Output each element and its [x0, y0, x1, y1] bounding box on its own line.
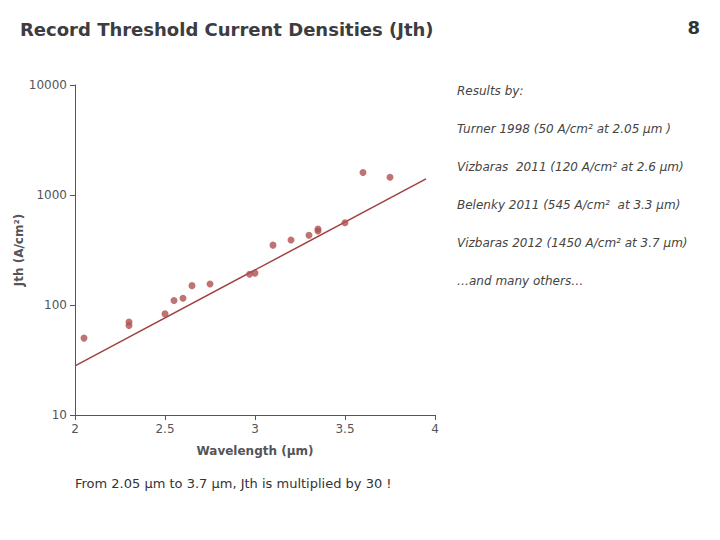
svg-text:Belenky 2011 (545 A/cm² at 3.: Belenky 2011 (545 A/cm² at 3.3 μm)	[457, 198, 680, 212]
svg-text:2: 2	[71, 422, 79, 436]
svg-text:3.5: 3.5	[335, 422, 354, 436]
svg-text:Jth (A/cm²): Jth (A/cm²)	[12, 214, 26, 287]
svg-text:Turner 1998 (50 A/cm² at 2.05: Turner 1998 (50 A/cm² at 2.05 μm )	[457, 122, 671, 136]
svg-text:Vizbaras 2011 (120 A/cm² at 2: Vizbaras 2011 (120 A/cm² at 2.6 μm)	[457, 160, 684, 174]
svg-text:…and many others…: …and many others…	[457, 274, 583, 288]
svg-text:Wavelength (μm): Wavelength (μm)	[196, 444, 313, 458]
svg-text:1000: 1000	[36, 188, 67, 202]
svg-text:Results by:: Results by:	[457, 84, 523, 98]
svg-text:10: 10	[52, 408, 67, 422]
svg-text:2.5: 2.5	[155, 422, 174, 436]
svg-text:10000: 10000	[29, 78, 67, 92]
svg-text:Record Threshold Current Densi: Record Threshold Current Densities (Jth)	[20, 19, 434, 40]
svg-text:8: 8	[687, 17, 700, 38]
svg-text:Vizbaras 2012 (1450 A/cm² at 3: Vizbaras 2012 (1450 A/cm² at 3.7 μm)	[457, 236, 688, 250]
svg-text:3: 3	[251, 422, 259, 436]
svg-text:From 2.05 μm to 3.7 μm, Jth is: From 2.05 μm to 3.7 μm, Jth is multiplie…	[75, 476, 392, 491]
svg-text:100: 100	[44, 298, 67, 312]
svg-text:4: 4	[431, 422, 439, 436]
